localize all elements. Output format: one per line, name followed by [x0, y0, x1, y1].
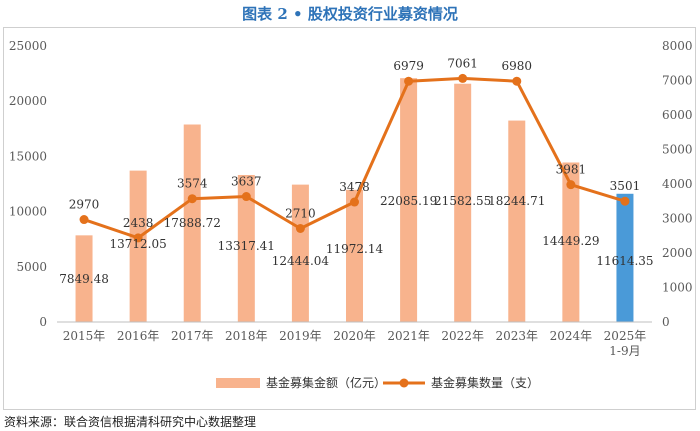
bar-0 — [75, 235, 93, 322]
left-axis-tick-label: 15000 — [9, 149, 47, 163]
line-value-label: 6979 — [393, 59, 424, 73]
right-axis-tick-label: 3000 — [662, 212, 693, 226]
line-value-label: 2970 — [69, 198, 100, 212]
left-axis-tick-label: 20000 — [9, 94, 47, 108]
bar-9 — [562, 162, 580, 322]
line-value-label: 3637 — [231, 175, 262, 189]
legend-bar-swatch — [216, 378, 260, 388]
bar-value-label: 11972.14 — [326, 242, 384, 256]
line-point-9 — [566, 180, 576, 190]
bar-5 — [346, 189, 363, 322]
line-point-3 — [241, 192, 251, 202]
x-tick-label: 2018年 — [225, 329, 268, 343]
bar-value-label: 17888.72 — [164, 216, 221, 230]
bar-4 — [291, 184, 309, 322]
left-axis-tick-label: 5000 — [16, 260, 47, 274]
line-point-8 — [512, 76, 522, 86]
right-axis-tick-label: 5000 — [662, 143, 693, 157]
bar-value-label: 22085.19 — [380, 194, 437, 208]
line-point-6 — [404, 76, 414, 86]
bar-value-label: 12444.04 — [272, 254, 330, 268]
x-tick-label: 2017年 — [171, 329, 214, 343]
left-axis-tick-label: 0 — [39, 315, 47, 329]
bar-6 — [400, 78, 418, 322]
x-tick-label: 2024年 — [550, 329, 593, 343]
left-axis-tick-label: 25000 — [9, 39, 47, 53]
line-value-label: 6980 — [501, 59, 532, 73]
bar-value-label: 11614.35 — [596, 254, 653, 268]
line-point-2 — [187, 194, 197, 204]
right-axis-tick-label: 6000 — [662, 108, 693, 122]
bar-value-label: 13712.05 — [110, 237, 167, 251]
line-value-label: 7061 — [447, 56, 478, 70]
right-axis-tick-label: 7000 — [662, 74, 693, 88]
bar-value-label: 14449.29 — [542, 234, 599, 248]
x-tick-label: 2023年 — [495, 329, 538, 343]
x-tick-label: 2016年 — [117, 329, 160, 343]
line-point-7 — [458, 73, 468, 83]
bar-value-label: 21582.55 — [434, 194, 491, 208]
bar-10 — [616, 193, 634, 322]
line-value-label: 2710 — [285, 207, 316, 221]
chart-title: 图表 2 • 股权投资行业募资情况 — [242, 5, 458, 23]
line-value-label: 2438 — [123, 216, 154, 230]
x-tick-label: 2019年 — [279, 329, 322, 343]
line-point-0 — [79, 215, 89, 225]
line-point-1 — [133, 233, 143, 243]
bar-7 — [454, 83, 472, 323]
bar-2 — [183, 124, 201, 322]
right-axis-tick-label: 8000 — [662, 39, 693, 53]
x-axis-labels: 2015年 2016年 2017年 2018年 2019年 2020年 2021年 2022年… — [63, 329, 646, 358]
line-point-5 — [350, 197, 359, 207]
bar-1 — [129, 170, 147, 322]
bar-3 — [237, 174, 255, 322]
right-axis-tick-label: 0 — [662, 315, 670, 329]
x-tick-label: 2021年 — [387, 329, 430, 343]
right-axis-tick-label: 2000 — [662, 246, 693, 260]
bar-value-label: 18244.71 — [488, 194, 545, 208]
right-axis-tick-label: 1000 — [662, 281, 693, 295]
line-value-label: 3478 — [339, 180, 370, 194]
line-value-label: 3981 — [556, 163, 587, 177]
x-tick-label: 2022年 — [441, 329, 484, 343]
x-tick-label: 1-9月 — [609, 344, 640, 358]
bar-8 — [508, 120, 526, 322]
line-point-4 — [295, 224, 305, 234]
bar-value-label: 7849.48 — [59, 272, 109, 286]
bar-value-label: 13317.41 — [218, 239, 275, 253]
x-tick-label: 2025年 — [604, 329, 647, 343]
source-note: 资料来源：联合资信根据清科研究中心数据整理 — [4, 415, 257, 429]
x-tick-label: 2020年 — [333, 329, 376, 343]
data-labels: 7849.4813712.0517888.7213317.4112444.041… — [59, 56, 653, 286]
left-axis-tick-label: 10000 — [9, 205, 47, 219]
right-axis-tick-label: 4000 — [662, 177, 693, 191]
line-series — [79, 73, 630, 243]
left-axis: 0 5000 10000 15000 20000 25000 — [9, 39, 47, 329]
bar-series — [75, 78, 634, 323]
right-axis: 0 1000 2000 3000 4000 5000 6000 7000 8000 — [662, 39, 693, 329]
x-tick-label: 2015年 — [63, 329, 106, 343]
legend-bar-label: 基金募集金额（亿元） — [266, 375, 386, 390]
line-value-label: 3574 — [177, 177, 208, 191]
line-value-label: 3501 — [610, 179, 641, 193]
chart-frame — [3, 27, 696, 410]
legend-line-label: 基金募集数量（支） — [431, 375, 539, 390]
line-point-10 — [620, 196, 630, 206]
legend: 基金募集金额（亿元） 基金募集数量（支） — [216, 375, 539, 390]
legend-line-marker — [399, 378, 409, 388]
